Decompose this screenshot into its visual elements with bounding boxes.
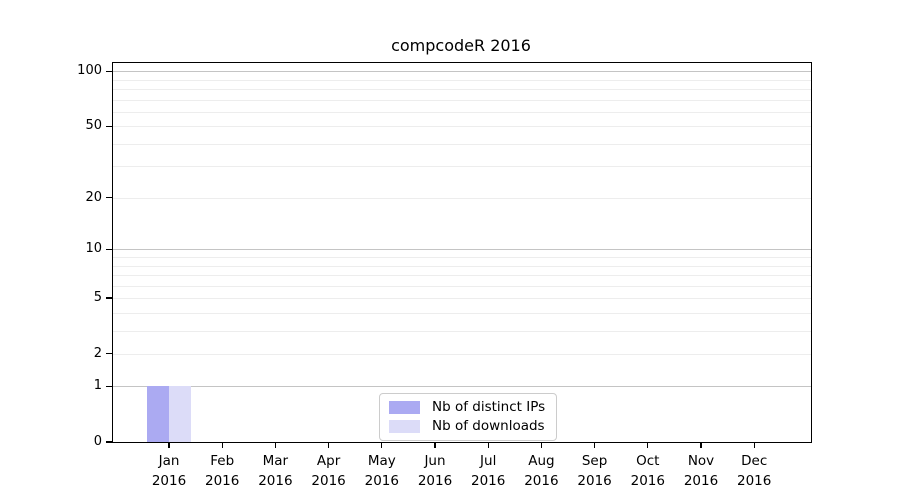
legend-row: Nb of downloads xyxy=(389,419,545,434)
x-tick-year: 2016 xyxy=(205,473,240,489)
y-tick-mark xyxy=(106,70,112,73)
y-gridline-minor xyxy=(113,89,811,91)
x-tick-year: 2016 xyxy=(417,473,453,489)
x-tick-year: 2016 xyxy=(311,473,346,489)
x-tick-mark xyxy=(168,443,170,449)
x-tick-label-mar: Mar 2016 xyxy=(235,451,315,491)
y-gridline-minor xyxy=(113,99,811,101)
x-tick-year: 2016 xyxy=(364,473,399,489)
x-tick-month: Mar xyxy=(262,453,289,469)
x-tick-month: May xyxy=(367,453,396,469)
legend-label: Nb of distinct IPs xyxy=(432,399,546,415)
bar-nb-of-downloads-jan xyxy=(169,386,191,442)
y-gridline-major xyxy=(113,71,811,73)
y-tick-label: 2 xyxy=(93,345,102,361)
y-tick-label: 10 xyxy=(85,241,102,257)
x-tick-month: Sep xyxy=(581,453,608,469)
y-tick-mark xyxy=(106,125,112,127)
x-tick-mark xyxy=(540,443,543,449)
x-tick-month: Aug xyxy=(528,453,555,469)
y-tick-mark xyxy=(106,196,112,199)
y-gridline-major xyxy=(113,249,811,251)
y-tick-mark xyxy=(106,441,112,443)
legend: Nb of distinct IPs Nb of downloads xyxy=(379,393,558,441)
x-tick-mark xyxy=(647,443,649,449)
y-gridline-minor xyxy=(113,298,811,300)
x-tick-year: 2016 xyxy=(258,473,293,489)
x-tick-year: 2016 xyxy=(737,473,772,489)
x-tick-label-nov: Nov 2016 xyxy=(661,451,741,491)
x-tick-label-jul: Jul 2016 xyxy=(448,451,528,491)
y-gridline-minor xyxy=(113,79,811,81)
x-tick-label-apr: Apr 2016 xyxy=(289,451,369,491)
y-tick-label: 1 xyxy=(93,378,102,394)
x-tick-year: 2016 xyxy=(471,473,506,489)
y-gridline-minor xyxy=(113,312,811,314)
x-tick-label-feb: Feb 2016 xyxy=(182,451,262,491)
y-tick-label: 20 xyxy=(85,189,102,205)
y-gridline-minor xyxy=(113,126,811,128)
x-tick-month: Oct xyxy=(636,453,660,469)
y-tick-label: 5 xyxy=(93,290,102,306)
y-gridline-minor xyxy=(113,275,811,277)
x-tick-month: Feb xyxy=(210,453,235,469)
y-gridline-minor xyxy=(113,257,811,259)
y-gridline-minor xyxy=(113,330,811,332)
x-tick-label-jun: Jun 2016 xyxy=(395,451,475,491)
y-tick-mark xyxy=(106,248,112,251)
x-tick-label-dec: Dec 2016 xyxy=(714,451,794,491)
x-tick-mark xyxy=(487,443,489,449)
y-gridline-minor xyxy=(113,353,811,355)
bar-nb-of-distinct-ips-jan xyxy=(147,386,169,442)
x-tick-year: 2016 xyxy=(151,473,187,489)
y-gridline-minor xyxy=(113,265,811,267)
legend-swatch-icon xyxy=(389,420,420,433)
x-tick-mark xyxy=(753,443,755,449)
x-tick-mark xyxy=(700,443,702,449)
x-tick-mark xyxy=(434,443,436,449)
x-tick-year: 2016 xyxy=(524,473,559,489)
y-tick-label: 50 xyxy=(85,118,102,134)
chart-title: compcodeR 2016 xyxy=(391,36,531,55)
x-tick-month: Jun xyxy=(424,453,446,469)
x-tick-label-may: May 2016 xyxy=(342,451,422,491)
x-tick-mark xyxy=(593,443,596,449)
x-tick-mark xyxy=(381,443,383,449)
legend-label: Nb of downloads xyxy=(432,418,545,434)
y-gridline-minor xyxy=(113,285,811,287)
y-gridline-minor xyxy=(113,197,811,199)
x-tick-mark xyxy=(221,443,223,449)
x-tick-year: 2016 xyxy=(630,473,665,489)
y-gridline-major xyxy=(113,386,811,388)
x-tick-mark xyxy=(274,443,277,449)
x-tick-month: Nov xyxy=(687,453,715,469)
x-tick-year: 2016 xyxy=(683,473,719,489)
legend-row: Nb of distinct IPs xyxy=(389,400,545,415)
y-tick-label: 0 xyxy=(93,434,102,449)
x-tick-month: Dec xyxy=(741,453,768,469)
legend-swatch-icon xyxy=(389,401,420,414)
x-tick-label-oct: Oct 2016 xyxy=(608,451,688,491)
x-tick-label-aug: Aug 2016 xyxy=(501,451,581,491)
y-tick-mark xyxy=(106,385,112,388)
plot-area: 0 1 2 5 10 20 50 100 Jan 2016 Feb 2016 Mar 2016 Apr 201… xyxy=(77,62,812,489)
x-tick-month: Jan xyxy=(158,453,180,469)
x-tick-month: Apr xyxy=(316,453,341,469)
y-tick-label: 100 xyxy=(77,63,102,79)
y-gridline-minor xyxy=(113,166,811,168)
y-tick-mark xyxy=(106,353,112,355)
x-tick-month: Jul xyxy=(480,453,497,469)
y-tick-mark xyxy=(106,297,112,299)
y-gridline-minor xyxy=(113,143,811,145)
y-gridline-minor xyxy=(113,111,811,113)
x-tick-label-jan: Jan 2016 xyxy=(129,451,209,491)
x-tick-year: 2016 xyxy=(577,473,612,489)
x-tick-mark xyxy=(327,443,330,449)
x-tick-label-sep: Sep 2016 xyxy=(555,451,635,491)
